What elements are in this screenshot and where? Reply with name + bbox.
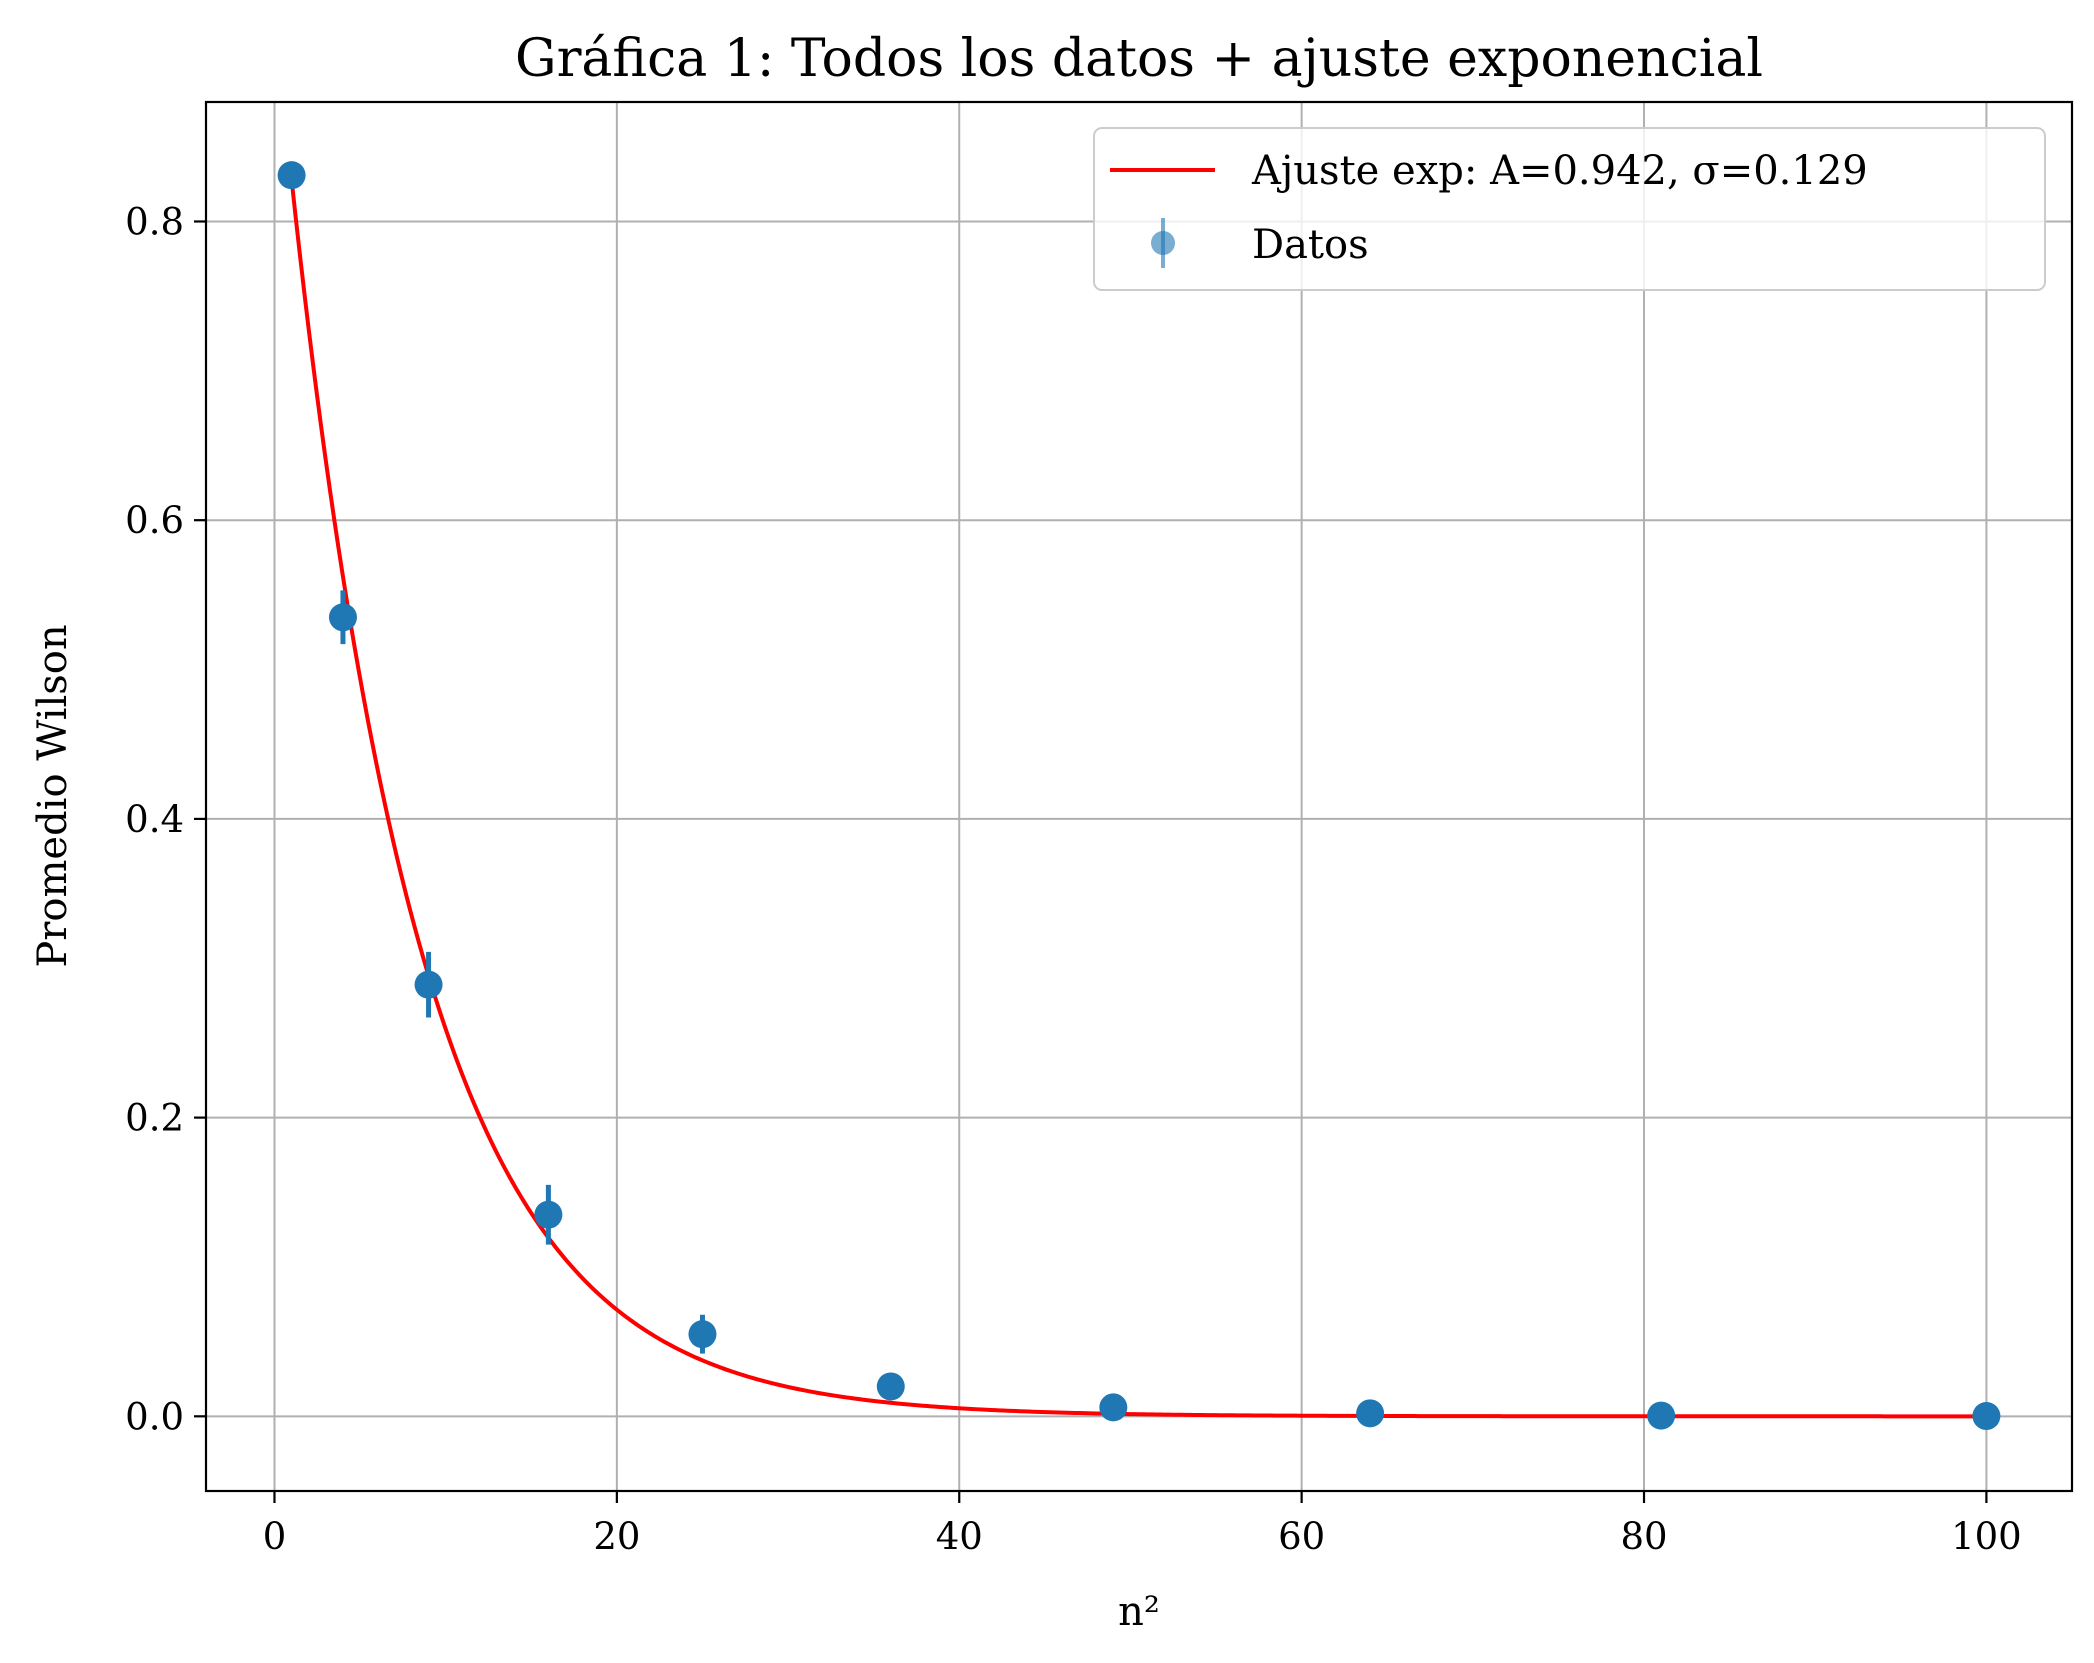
legend-data-marker — [1151, 231, 1175, 255]
plot-area — [206, 102, 2072, 1491]
data-point — [277, 161, 306, 190]
data-point — [1356, 1399, 1385, 1428]
y-tick-label: 0.2 — [125, 1097, 184, 1140]
data-point — [328, 603, 357, 632]
x-tick-label: 20 — [593, 1515, 640, 1558]
data-point — [414, 970, 443, 999]
x-tick-label: 100 — [1951, 1515, 2022, 1558]
y-tick-label: 0.6 — [125, 499, 184, 542]
x-tick-label: 40 — [936, 1515, 983, 1558]
data-point — [534, 1200, 563, 1229]
x-axis-label: n² — [1118, 1589, 1160, 1635]
chart-title: Gráfica 1: Todos los datos + ajuste expo… — [515, 29, 1763, 89]
x-tick-label: 60 — [1278, 1515, 1325, 1558]
y-axis-label: Promedio Wilson — [30, 624, 76, 967]
data-point — [1972, 1402, 2001, 1431]
fit-curve-layer — [289, 179, 1987, 1419]
y-tick-label: 0.4 — [125, 798, 184, 841]
data-point — [1099, 1393, 1128, 1422]
legend-box — [1093, 127, 2046, 291]
x-tick-label: 0 — [263, 1515, 287, 1558]
data-points-layer — [277, 161, 2001, 1431]
y-tick-label: 0.0 — [125, 1395, 184, 1438]
x-tick-label: 80 — [1620, 1515, 1667, 1558]
legend-data-label: Datos — [1252, 222, 1369, 268]
y-tick-label: 0.8 — [125, 200, 184, 243]
data-point — [688, 1320, 717, 1349]
legend: Ajuste exp: A=0.942, σ=0.129 Datos — [1093, 127, 2046, 291]
legend-fit-label: Ajuste exp: A=0.942, σ=0.129 — [1251, 148, 1868, 194]
fit-curve — [289, 179, 1987, 1419]
data-point — [1647, 1401, 1676, 1430]
data-point — [876, 1372, 905, 1401]
axes-frame — [204, 100, 2074, 1493]
ticks: 0 20 40 60 80 100 0.0 0.2 0.4 0.6 0.8 — [125, 200, 2022, 1558]
